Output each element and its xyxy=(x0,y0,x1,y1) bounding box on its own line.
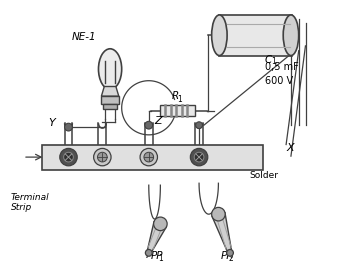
Text: Z: Z xyxy=(155,116,162,126)
Circle shape xyxy=(64,123,72,131)
Ellipse shape xyxy=(212,15,227,56)
Polygon shape xyxy=(102,86,119,96)
Text: Terminal
Strip: Terminal Strip xyxy=(11,193,49,212)
Text: Y: Y xyxy=(48,118,55,128)
Text: NE-1: NE-1 xyxy=(71,32,96,42)
Circle shape xyxy=(212,207,225,221)
Circle shape xyxy=(196,122,202,129)
Bar xyxy=(220,15,292,56)
Circle shape xyxy=(64,152,73,162)
Ellipse shape xyxy=(283,15,299,56)
Text: 1: 1 xyxy=(158,254,163,263)
Circle shape xyxy=(145,121,153,129)
Text: 1: 1 xyxy=(272,58,276,67)
Polygon shape xyxy=(147,221,167,254)
Bar xyxy=(161,105,195,117)
Text: 1: 1 xyxy=(177,95,181,104)
Circle shape xyxy=(94,148,111,166)
Bar xyxy=(103,104,117,109)
Circle shape xyxy=(227,249,233,256)
Text: 0,5 mF
600 V: 0,5 mF 600 V xyxy=(265,62,299,86)
Text: PP: PP xyxy=(220,251,233,261)
Circle shape xyxy=(140,148,157,166)
Text: C: C xyxy=(265,55,272,65)
Text: X: X xyxy=(286,143,294,153)
Text: R: R xyxy=(172,91,179,101)
Polygon shape xyxy=(212,212,232,253)
Circle shape xyxy=(97,152,107,162)
Circle shape xyxy=(145,249,152,256)
Circle shape xyxy=(154,217,167,231)
Circle shape xyxy=(194,152,204,162)
Text: PP: PP xyxy=(151,251,163,261)
Circle shape xyxy=(144,152,154,162)
Text: Solder: Solder xyxy=(249,171,279,180)
Text: 2: 2 xyxy=(228,254,233,263)
Circle shape xyxy=(190,148,208,166)
Circle shape xyxy=(60,148,77,166)
Bar xyxy=(102,96,119,104)
Ellipse shape xyxy=(98,49,122,89)
Bar xyxy=(43,144,263,170)
